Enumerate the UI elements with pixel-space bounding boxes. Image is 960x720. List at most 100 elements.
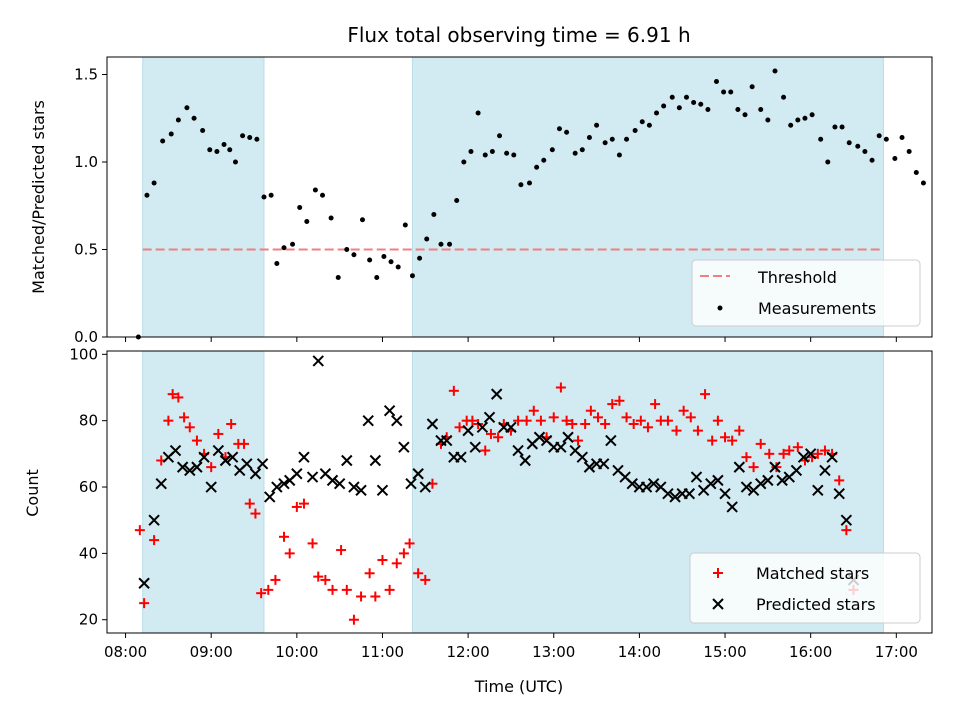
legend-box (691, 259, 921, 327)
matched-star-point (384, 584, 395, 595)
measurement-point (616, 152, 622, 158)
measurement-point (489, 149, 495, 154)
matched-star-point (692, 425, 703, 436)
measurement-point (735, 107, 741, 112)
matched-star-point (567, 418, 578, 429)
measurement-point (624, 136, 630, 142)
measurement-point (541, 157, 547, 163)
matched-star-point (812, 448, 823, 459)
x-tick-label: 15:00 (703, 643, 746, 661)
measurement-point (632, 128, 638, 133)
predicted-star-point (198, 451, 210, 463)
predicted-star-point (312, 355, 324, 367)
matched-star-point (149, 535, 160, 546)
matched-star-point (593, 412, 604, 423)
measurement-point (802, 115, 808, 121)
measurement-point (297, 205, 303, 210)
matched-star-point (420, 574, 431, 585)
legend-predicted-swatch (712, 598, 724, 610)
measurement-point (721, 89, 727, 95)
measurement-point (184, 105, 190, 111)
matched-star-point (685, 412, 696, 423)
bottom-legend: Matched stars Predicted stars (689, 552, 921, 624)
matched-star-point (493, 432, 504, 443)
measurement-point (482, 152, 488, 158)
x-tick-label: 13:00 (532, 643, 575, 661)
predicted-star-point (455, 451, 467, 463)
matched-star-point (184, 422, 195, 433)
measurement-point (795, 117, 801, 123)
measurement-point (832, 124, 838, 130)
matched-star-point (391, 558, 402, 569)
measurement-point (151, 180, 157, 186)
measurement-point (749, 84, 755, 90)
matched-star-point (348, 614, 359, 625)
bottom-panel: 20 40 60 80 100 08:00 09:00 10:00 11:00 12:00 13:0… (69, 345, 933, 661)
matched-star-point (206, 462, 217, 473)
predicted-star-point (278, 477, 290, 490)
matched-star-point (467, 415, 478, 426)
matched-star-point (771, 462, 782, 473)
predicted-star-point (176, 461, 189, 473)
matched-star-point (671, 425, 682, 436)
predicted-star-point (762, 474, 774, 487)
matched-star-point (561, 415, 572, 426)
measurement-point (438, 241, 444, 247)
top-y-axis-label: Matched/Predicted stars (29, 100, 48, 294)
matched-star-point (513, 415, 524, 426)
matched-star-point (213, 428, 224, 439)
matched-star-point (535, 415, 546, 426)
measurement-point (586, 135, 592, 140)
measurement-point (175, 117, 181, 123)
predicted-star-point (804, 448, 817, 460)
predicted-star-point (840, 514, 853, 526)
predicted-star-point (362, 414, 374, 427)
measurement-point (200, 128, 206, 133)
matched-star-point (134, 525, 145, 536)
measurement-point (705, 107, 711, 112)
predicted-star-point (712, 474, 724, 487)
measurement-point (661, 103, 667, 109)
predicted-star-point (769, 461, 781, 473)
y-tick-label: 100 (69, 345, 98, 363)
predicted-star-point (819, 464, 831, 477)
bottom-y-axis-label: Count (23, 469, 42, 517)
predicted-star-point (169, 444, 182, 457)
measurement-point (526, 180, 532, 186)
measurement-point (518, 182, 524, 188)
measurement-point (409, 273, 415, 279)
matched-star-point (244, 498, 255, 509)
matched-star-point (650, 399, 661, 410)
measurement-point (883, 136, 889, 142)
predicted-star-point (533, 431, 546, 443)
measurement-point (160, 138, 166, 144)
measurement-point (290, 241, 296, 247)
matched-star-point (528, 405, 539, 416)
x-tick-label: 11:00 (361, 643, 404, 661)
measurement-point (388, 259, 394, 265)
measurement-point (549, 147, 555, 153)
matched-star-point (834, 475, 845, 486)
chart-title: Flux total observing time = 6.91 h (347, 23, 690, 47)
measurement-point (328, 215, 334, 221)
predicted-star-point (419, 481, 432, 493)
y-tick-label: 0.0 (74, 328, 98, 346)
predicted-star-point (348, 481, 360, 493)
matched-star-point (291, 501, 302, 512)
measurement-point (227, 147, 233, 153)
matched-star-point (521, 415, 532, 426)
measurement-point (475, 110, 481, 116)
predicted-star-point (462, 424, 474, 437)
measurement-point (839, 124, 845, 130)
predicted-star-point (740, 481, 753, 493)
x-tick-label: 16:00 (789, 643, 832, 661)
matched-star-point (792, 442, 803, 453)
measurement-point (240, 133, 246, 139)
measurement-point (669, 94, 675, 100)
measurement-point (862, 149, 868, 154)
measurement-point (899, 135, 905, 140)
predicted-star-point (726, 501, 738, 513)
predicted-star-point (148, 514, 160, 526)
measurement-point (825, 159, 831, 165)
x-axis-label: Time (UTC) (474, 677, 563, 696)
